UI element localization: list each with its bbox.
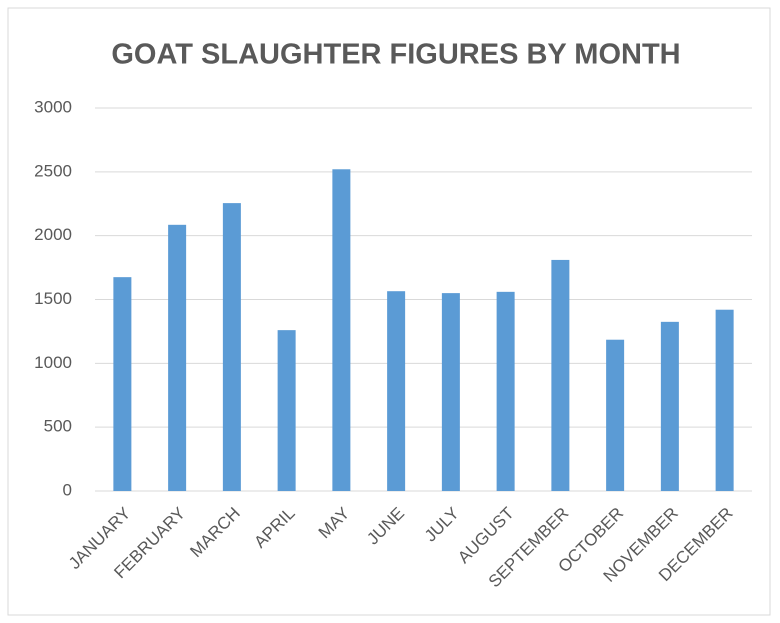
bar — [660, 321, 679, 491]
bar — [113, 277, 132, 491]
bar — [551, 259, 570, 491]
y-tick-label: 2000 — [34, 225, 72, 244]
bar — [606, 339, 625, 491]
bar — [715, 309, 734, 491]
bar — [168, 224, 187, 491]
y-tick-label: 1000 — [34, 353, 72, 372]
bar — [332, 169, 351, 491]
y-tick-label: 2500 — [34, 161, 72, 180]
bar — [277, 330, 296, 491]
y-tick-label: 3000 — [34, 97, 72, 116]
bar — [387, 291, 406, 491]
y-tick-label: 0 — [63, 480, 72, 499]
bar — [441, 293, 460, 491]
bar — [496, 291, 515, 491]
bar — [222, 203, 241, 491]
y-tick-label: 1500 — [34, 289, 72, 308]
chart-title: GOAT SLAUGHTER FIGURES BY MONTH — [111, 39, 680, 71]
y-tick-label: 500 — [44, 417, 72, 436]
